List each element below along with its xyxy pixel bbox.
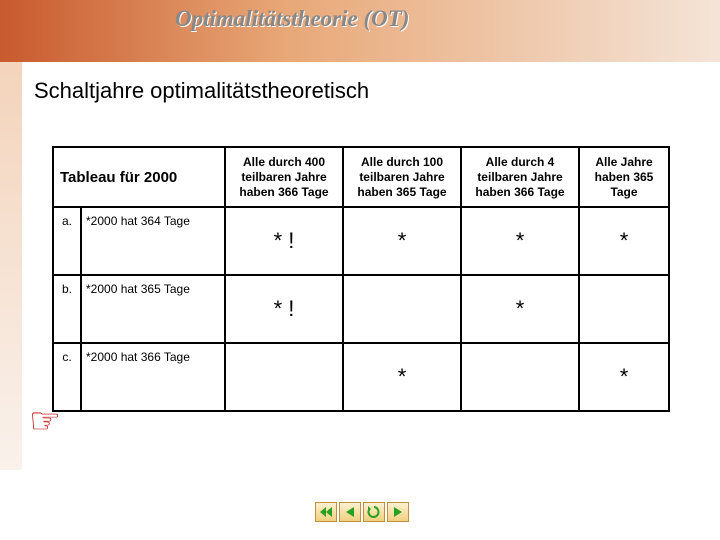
candidate-label: *2000 hat 364 Tage — [81, 207, 225, 275]
mark-cell: * — [343, 207, 461, 275]
constraint-4: Alle Jahre haben 365 Tage — [579, 147, 669, 207]
mark-cell: * — [461, 207, 579, 275]
nav-reload-button[interactable] — [363, 502, 385, 522]
mark-cell — [579, 275, 669, 343]
nav-next-button[interactable] — [387, 502, 409, 522]
constraint-3: Alle durch 4 teilbaren Jahre haben 366 T… — [461, 147, 579, 207]
page-subtitle: Schaltjahre optimalitätstheoretisch — [34, 78, 369, 104]
mark-cell: * — [461, 275, 579, 343]
reload-icon — [367, 505, 381, 519]
tableau-caption: Tableau für 2000 — [53, 147, 225, 207]
constraint-2: Alle durch 100 teilbaren Jahre haben 365… — [343, 147, 461, 207]
forward-icon — [392, 506, 404, 518]
ot-tableau: Tableau für 2000 Alle durch 400 teilbare… — [52, 146, 670, 412]
header-strip: Optimalitätstheorie (OT) — [0, 0, 720, 62]
side-gradient — [0, 62, 22, 470]
header-title: Optimalitätstheorie (OT) — [175, 6, 409, 32]
mark-cell — [343, 275, 461, 343]
nav-first-button[interactable] — [315, 502, 337, 522]
mark-cell: * — [579, 207, 669, 275]
mark-cell: * ! — [225, 275, 343, 343]
header-row: Tableau für 2000 Alle durch 400 teilbare… — [53, 147, 669, 207]
nav-prev-button[interactable] — [339, 502, 361, 522]
mark-cell: * — [343, 343, 461, 411]
nav-bar — [315, 502, 409, 522]
candidate-id: b. — [53, 275, 81, 343]
back-icon — [344, 506, 356, 518]
candidate-id: c. — [53, 343, 81, 411]
table-row: c. *2000 hat 366 Tage * * — [53, 343, 669, 411]
candidate-id: a. — [53, 207, 81, 275]
mark-cell: * — [579, 343, 669, 411]
mark-cell: * ! — [225, 207, 343, 275]
table-row: a. *2000 hat 364 Tage * ! * * * — [53, 207, 669, 275]
constraint-1: Alle durch 400 teilbaren Jahre haben 366… — [225, 147, 343, 207]
candidate-label: *2000 hat 365 Tage — [81, 275, 225, 343]
mark-cell — [461, 343, 579, 411]
table-row: b. *2000 hat 365 Tage * ! * — [53, 275, 669, 343]
candidate-label: *2000 hat 366 Tage — [81, 343, 225, 411]
mark-cell — [225, 343, 343, 411]
rewind-icon — [319, 506, 333, 518]
